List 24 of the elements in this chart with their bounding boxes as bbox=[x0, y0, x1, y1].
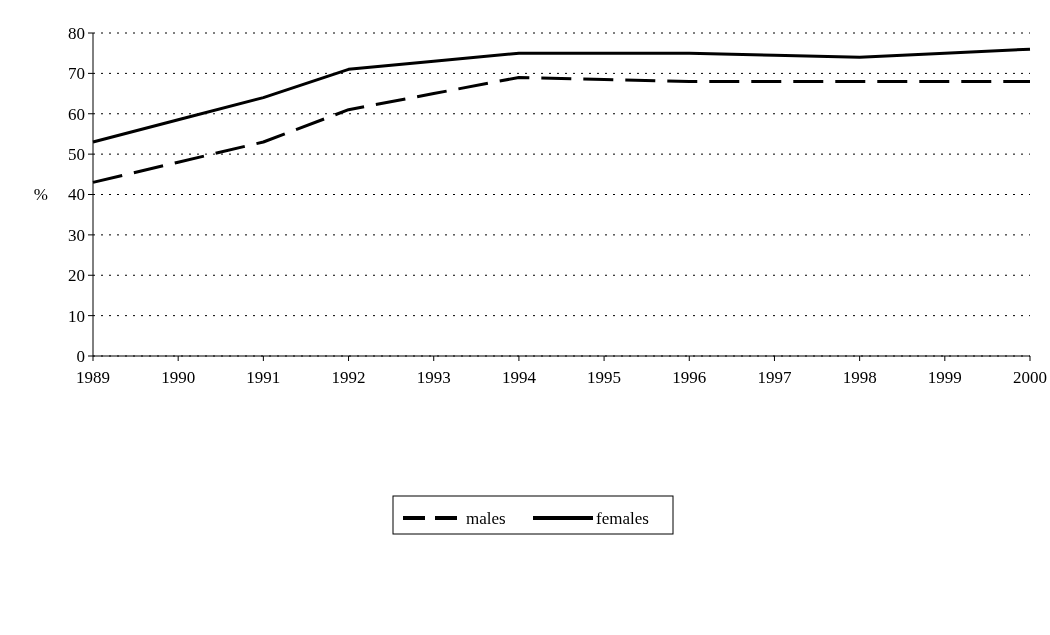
y-tick-label: 40 bbox=[68, 185, 85, 205]
x-tick-label: 1995 bbox=[587, 368, 622, 387]
x-tick-label: 1998 bbox=[842, 368, 877, 387]
legend-label: males bbox=[466, 508, 506, 528]
legend-label: females bbox=[596, 508, 649, 528]
y-tick-label: 80 bbox=[68, 23, 85, 43]
x-tick-label: 1997 bbox=[757, 368, 792, 387]
y-tick-label: 70 bbox=[68, 64, 85, 84]
y-tick-label: 60 bbox=[68, 104, 85, 124]
x-tick-label: 1994 bbox=[501, 368, 537, 387]
y-tick-label: 50 bbox=[68, 145, 85, 165]
x-tick-label: 1990 bbox=[161, 368, 196, 387]
y-axis-title: % bbox=[33, 185, 48, 205]
x-tick-label: 1993 bbox=[416, 368, 451, 387]
y-tick-label: 30 bbox=[68, 225, 85, 245]
x-tick-label: 1996 bbox=[672, 368, 707, 387]
x-tick-label: 1992 bbox=[331, 368, 366, 387]
y-tick-label: 0 bbox=[76, 346, 85, 366]
x-tick-label: 2000 bbox=[1013, 368, 1047, 387]
y-tick-label: 20 bbox=[68, 266, 85, 286]
x-tick-label: 1989 bbox=[76, 368, 110, 387]
y-tick-label: 10 bbox=[68, 306, 85, 326]
x-tick-label: 1991 bbox=[246, 368, 281, 387]
x-tick-label: 1999 bbox=[927, 368, 962, 387]
